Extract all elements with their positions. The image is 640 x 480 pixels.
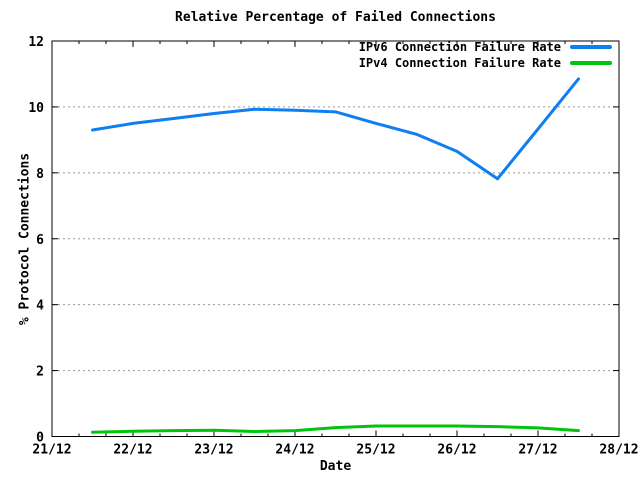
- legend-line-sample-ipv4: [570, 60, 612, 65]
- y-tick-label: 4: [36, 299, 44, 314]
- x-tick-label: 27/12: [518, 443, 557, 458]
- legend-label-ipv4: IPv4 Connection Failure Rate: [358, 55, 561, 70]
- legend-item-ipv6: IPv6 Connection Failure Rate: [359, 39, 612, 54]
- chart-title: Relative Percentage of Failed Connection…: [175, 10, 496, 25]
- y-tick-label: 6: [36, 233, 44, 248]
- legend-label-ipv6: IPv6 Connection Failure Rate: [358, 39, 561, 54]
- x-tick-label: 26/12: [437, 443, 476, 458]
- series-line-ipv6: [91, 77, 580, 181]
- x-tick-label: 22/12: [113, 443, 152, 458]
- y-tick-label: 2: [36, 365, 44, 380]
- x-tick-label: 28/12: [599, 443, 638, 458]
- y-tick-label: 10: [28, 101, 44, 116]
- x-tick-label: 21/12: [32, 443, 71, 458]
- plot-border: [51, 40, 620, 437]
- x-axis-label: Date: [319, 459, 352, 474]
- x-tick-label: 25/12: [356, 443, 395, 458]
- y-tick-label: 0: [36, 431, 44, 446]
- x-tick-label: 23/12: [194, 443, 233, 458]
- x-tick-label: 24/12: [275, 443, 314, 458]
- legend-line-sample-ipv6: [570, 44, 612, 49]
- legend-item-ipv4: IPv4 Connection Failure Rate: [359, 55, 612, 70]
- series-line-ipv4: [91, 424, 580, 434]
- y-tick-label: 8: [36, 167, 44, 182]
- y-tick-label: 12: [28, 35, 44, 50]
- legend: IPv6 Connection Failure Rate IPv4 Connec…: [359, 39, 612, 70]
